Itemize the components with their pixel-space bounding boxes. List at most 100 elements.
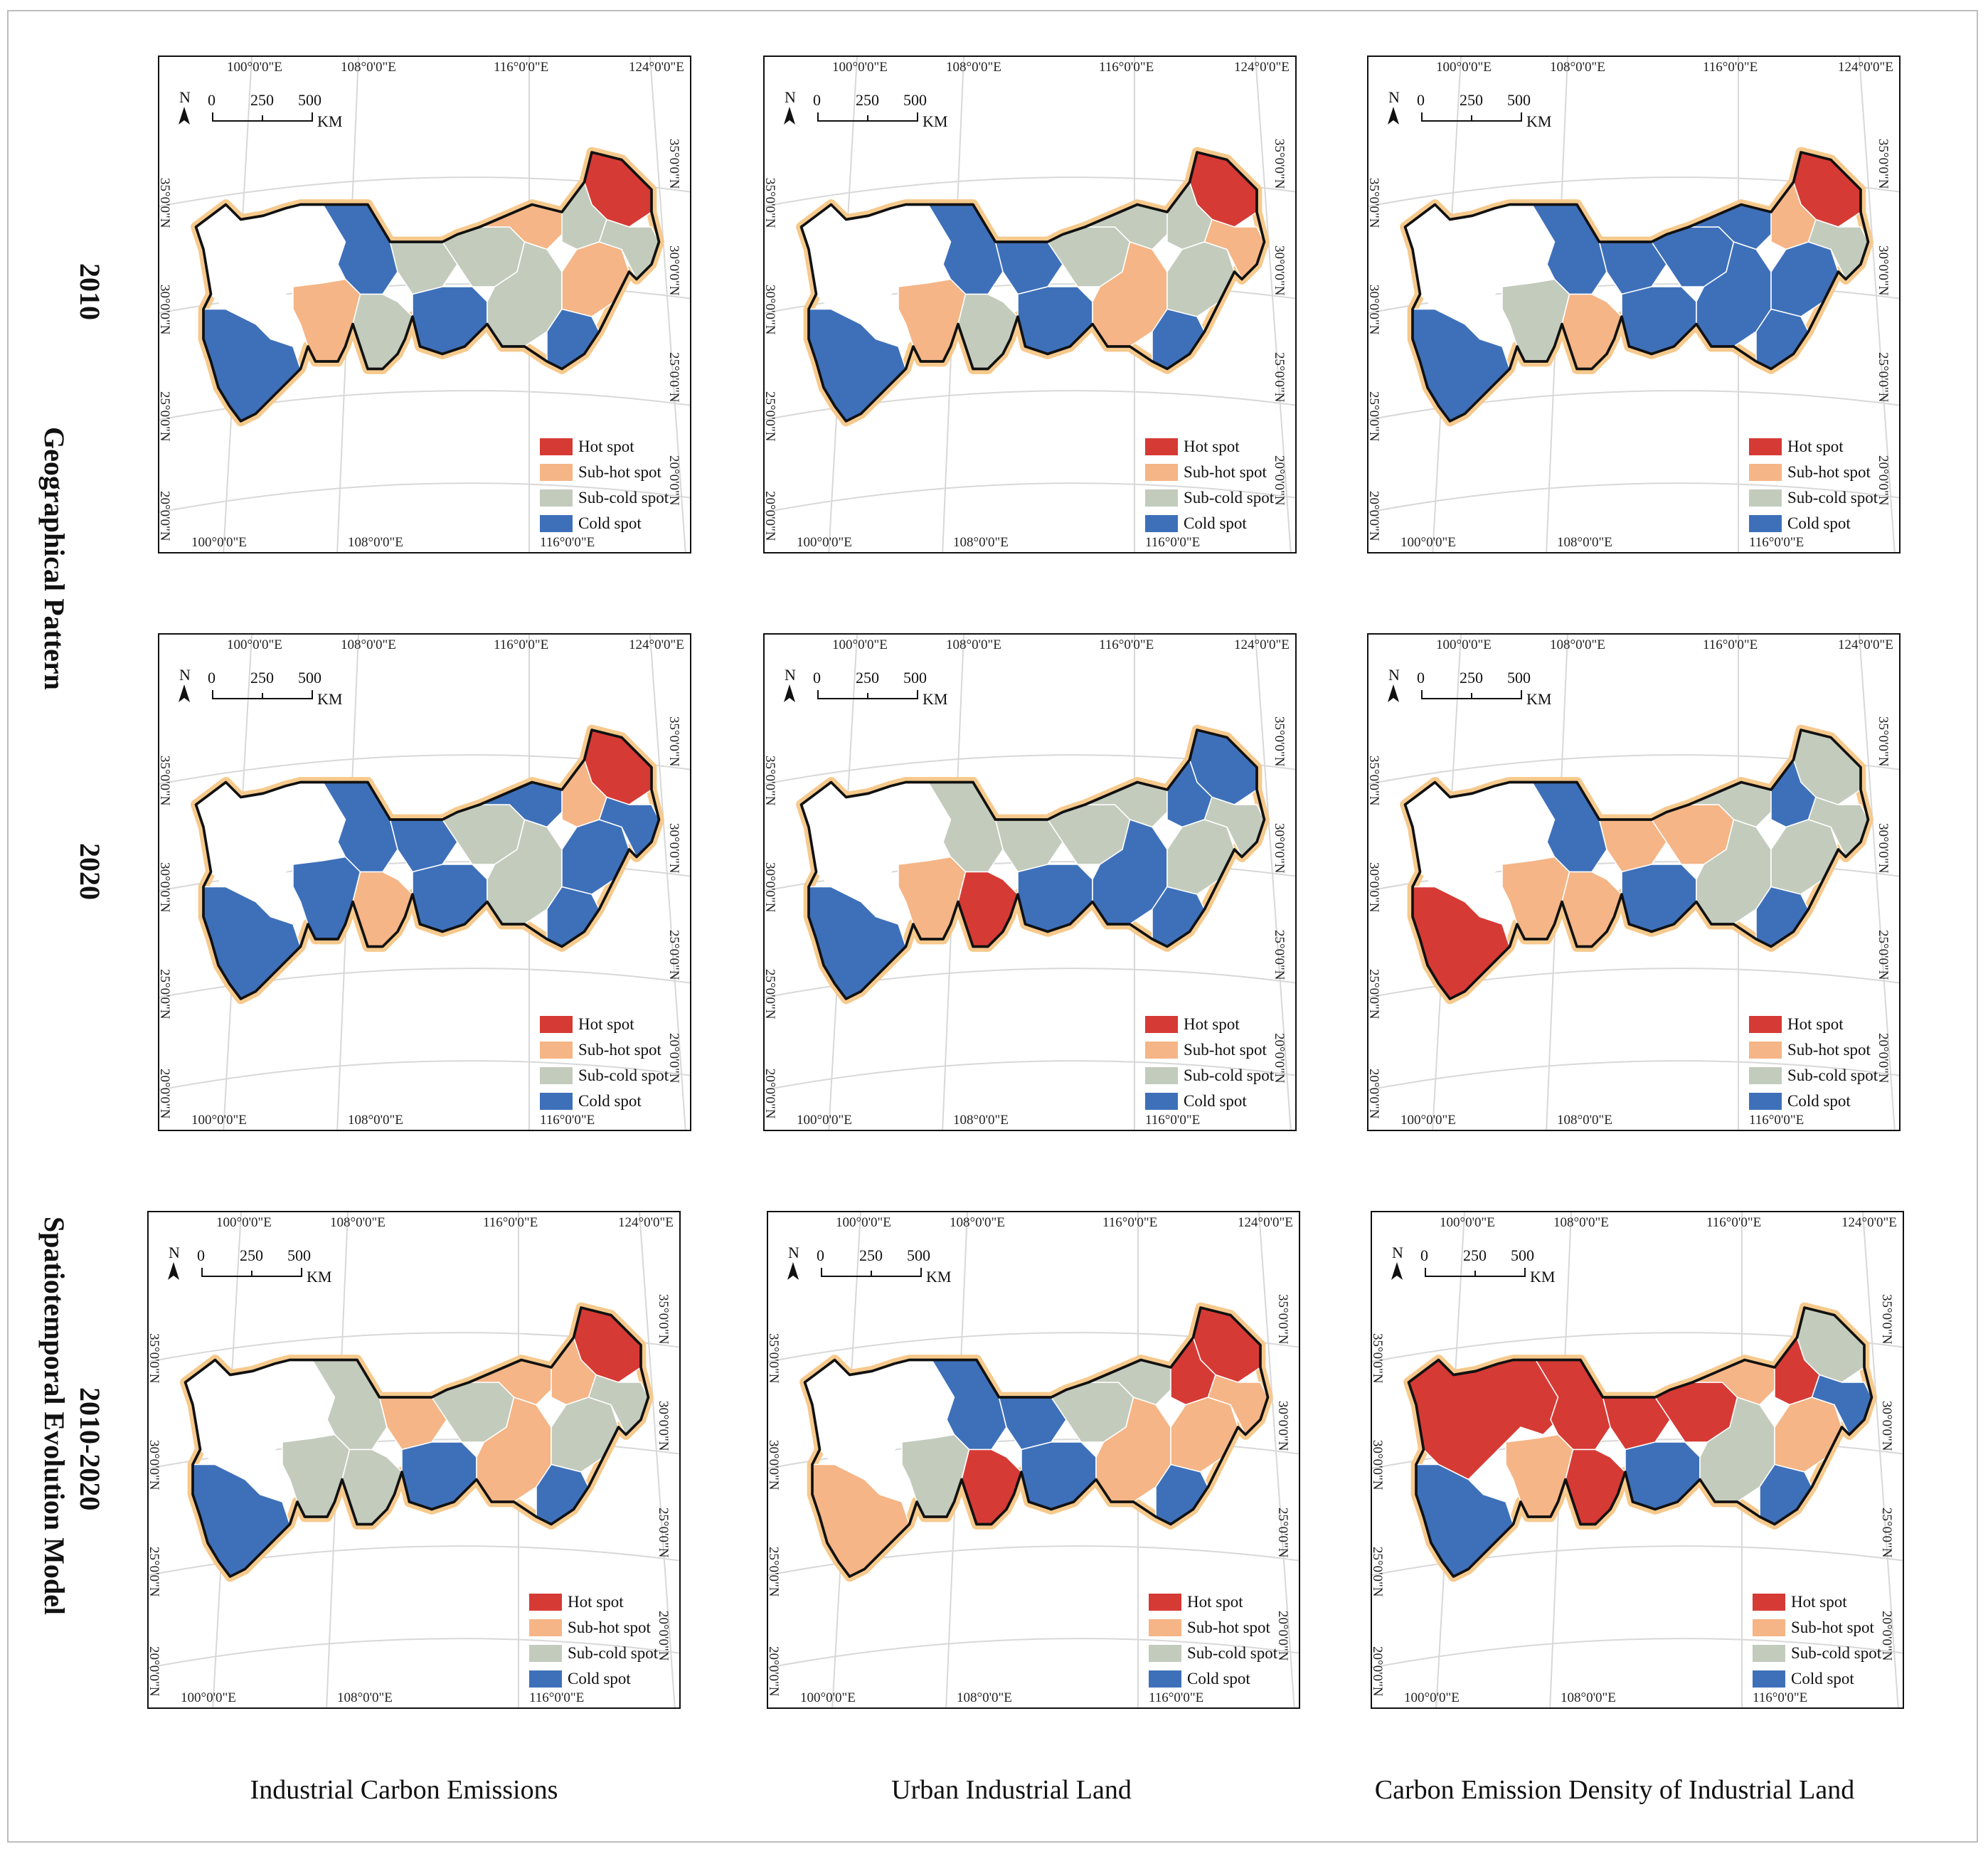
lon-top-tick: 100°0'0"E <box>836 1215 891 1230</box>
legend-swatch <box>1145 1067 1178 1084</box>
lat-left-tick: 20°0'0"N <box>147 1646 161 1697</box>
scale-label-500: 500 <box>1507 91 1531 109</box>
region-12 <box>561 241 630 317</box>
legend-label: Cold spot <box>1787 514 1851 532</box>
lat-right-tick: 30°0'0"N <box>1876 823 1891 874</box>
legend-item: Cold spot <box>1749 1088 1878 1114</box>
lat-right-tick: 25°0'0"N <box>1876 352 1891 403</box>
region-group <box>180 1302 654 1582</box>
region-3 <box>203 886 302 1000</box>
region-12 <box>561 819 630 895</box>
legend-swatch <box>1749 464 1782 481</box>
lat-left-tick: 25°0'0"N <box>1367 969 1381 1019</box>
north-arrow-icon <box>179 107 190 125</box>
legend-item: Sub-cold spot <box>540 485 669 511</box>
col-label-carbon-emissions: Industrial Carbon Emissions <box>250 1775 558 1805</box>
lat-right-tick: 35°0'0"N <box>1876 139 1891 189</box>
lon-top-tick: 124°0'0"E <box>1234 60 1290 75</box>
latitude-gridline <box>768 1638 1299 1668</box>
legend-swatch <box>1753 1619 1785 1636</box>
legend-swatch <box>1753 1670 1785 1688</box>
legend: Hot spot Sub-hot spot Sub-cold spot Cold sp… <box>1749 1012 1878 1114</box>
legend-item: Sub-hot spot <box>1145 460 1274 485</box>
region-7 <box>1021 1441 1097 1510</box>
region-group <box>796 724 1270 1005</box>
legend-item: Cold spot <box>1149 1666 1277 1692</box>
lat-left-tick: 30°0'0"N <box>158 285 172 335</box>
legend: Hot spot Sub-hot spot Sub-cold spot Cold sp… <box>540 1012 669 1114</box>
legend-label: Hot spot <box>1184 438 1240 455</box>
legend-item: Cold spot <box>1145 1088 1274 1114</box>
legend-item: Sub-hot spot <box>1749 460 1878 485</box>
legend-swatch <box>1145 489 1178 507</box>
legend-item: Cold spot <box>540 511 669 536</box>
legend-item: Sub-cold spot <box>1753 1641 1881 1666</box>
region-3 <box>808 886 907 1000</box>
legend-label: Sub-cold spot <box>1184 1066 1275 1084</box>
legend-label: Sub-cold spot <box>568 1644 659 1662</box>
lat-left-tick: 25°0'0"N <box>1371 1547 1385 1597</box>
lon-top-tick: 108°0'0"E <box>330 1215 386 1230</box>
lat-right-tick: 35°0'0"N <box>1275 1294 1290 1345</box>
scale-label-0: 0 <box>813 91 821 109</box>
lon-top-tick: 124°0'0"E <box>629 637 684 652</box>
legend-swatch <box>529 1619 562 1636</box>
legend-item: Cold spot <box>1749 511 1878 536</box>
lon-top-tick: 116°0'0"E <box>1099 60 1154 75</box>
legend-item: Sub-cold spot <box>529 1641 658 1666</box>
region-7 <box>1621 286 1697 355</box>
legend-swatch <box>529 1670 562 1688</box>
lat-left-tick: 20°0'0"N <box>158 1069 172 1119</box>
scale-unit: KM <box>307 1268 332 1286</box>
lon-top-tick: 100°0'0"E <box>832 60 888 75</box>
region-outline <box>194 151 661 423</box>
lat-right-tick: 30°0'0"N <box>1272 245 1287 296</box>
legend-item: Hot spot <box>1753 1589 1881 1615</box>
legend-swatch <box>1145 1016 1178 1033</box>
region-7 <box>1625 1441 1701 1510</box>
legend-item: Sub-cold spot <box>1749 485 1878 511</box>
scale-label-0: 0 <box>1420 1246 1428 1264</box>
legend-label: Hot spot <box>578 438 634 455</box>
lat-left-tick: 20°0'0"N <box>1367 491 1381 541</box>
legend-swatch <box>1749 438 1782 455</box>
legend-swatch <box>1749 1016 1782 1033</box>
legend-swatch <box>1149 1670 1181 1688</box>
scale-label-250: 250 <box>856 669 879 687</box>
legend-item: Sub-cold spot <box>1145 485 1274 511</box>
lon-top-tick: 108°0'0"E <box>341 637 396 652</box>
lon-top-tick: 124°0'0"E <box>618 1215 674 1230</box>
lat-left-tick: 30°0'0"N <box>1367 862 1381 913</box>
legend-label: Cold spot <box>1184 1092 1247 1110</box>
legend: Hot spot Sub-hot spot Sub-cold spot Cold sp… <box>1145 434 1274 536</box>
scale-bar <box>821 1268 922 1277</box>
region-outline <box>799 151 1266 423</box>
legend-swatch <box>1145 464 1178 481</box>
map-panel-ice-2010: N 0 250 500 KM 100°0'0"E 108°0'0"E 116°0'0"E 124… <box>158 55 691 553</box>
lat-left-tick: 35°0'0"N <box>763 178 777 228</box>
region-7 <box>1621 864 1697 933</box>
longitude-gridline <box>1859 635 1896 1130</box>
scale-unit: KM <box>926 1268 952 1286</box>
lat-left-tick: 25°0'0"N <box>767 1547 781 1597</box>
legend-item: Hot spot <box>1749 1012 1878 1037</box>
scale-label-500: 500 <box>298 91 321 109</box>
lon-top-tick: 116°0'0"E <box>1102 1215 1158 1230</box>
map-panel-uil-2010: N 0 250 500 KM 100°0'0"E 108°0'0"E 116°0'0"E 124… <box>763 55 1297 553</box>
lat-right-tick: 25°0'0"N <box>1275 1508 1290 1558</box>
legend-item: Hot spot <box>540 1012 669 1037</box>
latitude-gridline <box>1368 482 1899 513</box>
region-outline <box>1403 729 1870 1000</box>
legend-label: Sub-hot spot <box>568 1619 651 1636</box>
legend-label: Sub-cold spot <box>1791 1644 1882 1662</box>
lat-left-tick: 25°0'0"N <box>158 969 172 1019</box>
lat-left-tick: 20°0'0"N <box>767 1646 781 1697</box>
legend-label: Hot spot <box>1787 1015 1844 1033</box>
lon-bottom-tick: 108°0'0"E <box>1561 1690 1616 1705</box>
longitude-gridline <box>1258 1212 1295 1707</box>
legend-swatch <box>540 1016 573 1033</box>
lat-right-tick: 30°0'0"N <box>666 245 681 296</box>
latitude-gridline <box>1372 1638 1903 1668</box>
lat-right-tick: 35°0'0"N <box>666 139 681 189</box>
scale-bar <box>1425 1268 1526 1277</box>
